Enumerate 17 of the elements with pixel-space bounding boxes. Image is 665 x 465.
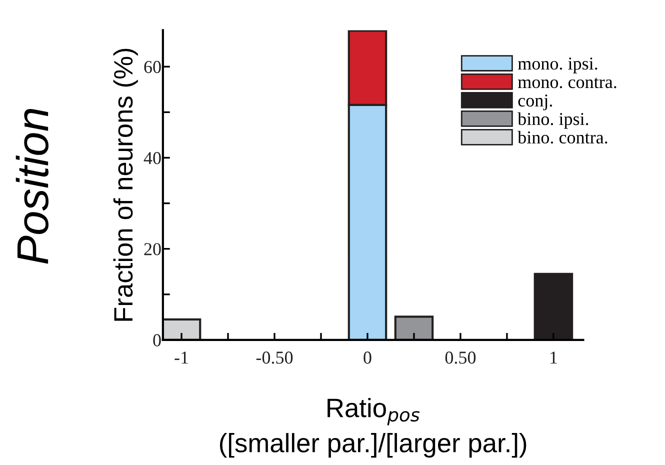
x-axis-title: Ratio$_{pos}$ ([smaller par.]/[larger par.]): [220, 398, 526, 458]
x-tick-label: 0: [364, 352, 372, 364]
y-tick-label: 0: [153, 334, 161, 346]
x-tick-label: -1: [174, 352, 188, 364]
text: Position: [16, 108, 49, 264]
y-tick-label: 20: [144, 243, 161, 256]
x-tick-label: 0.50: [445, 352, 476, 364]
legend-label: bino. contra.: [518, 130, 608, 144]
x-tick-label: 1: [550, 352, 557, 364]
legend-label: bino. ipsi.: [518, 112, 588, 129]
y-axis-title: Fraction of neurons (%): [113, 48, 138, 321]
legend-label: conj.: [518, 94, 552, 110]
legend-label: mono. contra.: [518, 78, 616, 88]
y-tick-label: 40: [144, 152, 161, 164]
x-tick-label: -0.50: [256, 352, 293, 364]
y-tick-label: 60: [144, 60, 161, 74]
legend-label: mono. ipsi.: [518, 58, 598, 74]
